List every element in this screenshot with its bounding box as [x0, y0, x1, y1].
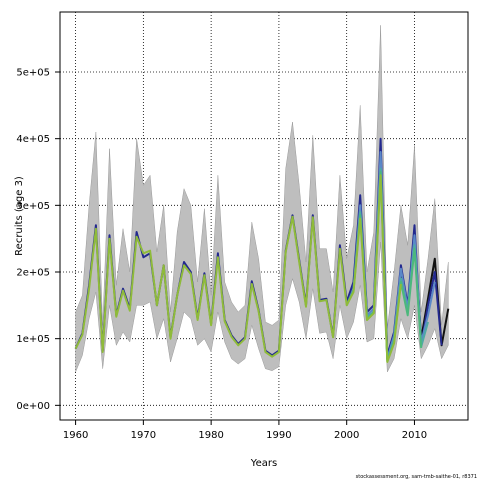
x-tick-label: 2000: [334, 430, 359, 441]
x-tick-label: 1960: [63, 430, 88, 441]
y-tick-label: 4e+05: [16, 134, 50, 145]
y-tick-label: 5e+05: [16, 68, 50, 79]
plot-frame: [59, 11, 469, 421]
series-lines: [74, 137, 450, 363]
series-line-6: [74, 174, 402, 363]
confidence-band: [75, 25, 449, 373]
confidence-band-area: [75, 25, 449, 373]
x-tick-label: 1980: [198, 430, 223, 441]
x-tick-label: 1990: [266, 430, 291, 441]
x-tick-label: 1970: [131, 430, 156, 441]
y-axis-label: Recruits (age 3): [14, 176, 25, 256]
x-tick-label: 2010: [402, 430, 427, 441]
y-tick-label: 3e+05: [16, 201, 50, 212]
y-tick-label: 0e+00: [16, 401, 50, 412]
credit-text: stockassessment.org, sam-tmb-saithe-01, …: [356, 474, 477, 480]
y-tick-label: 1e+05: [16, 334, 50, 345]
y-tick-label: 2e+05: [16, 268, 50, 279]
axes: 1960 1970 1980 1990 2000 2010 0e+00 1e+05 2e+05 3…: [16, 68, 427, 442]
x-axis-label: Years: [250, 458, 277, 469]
